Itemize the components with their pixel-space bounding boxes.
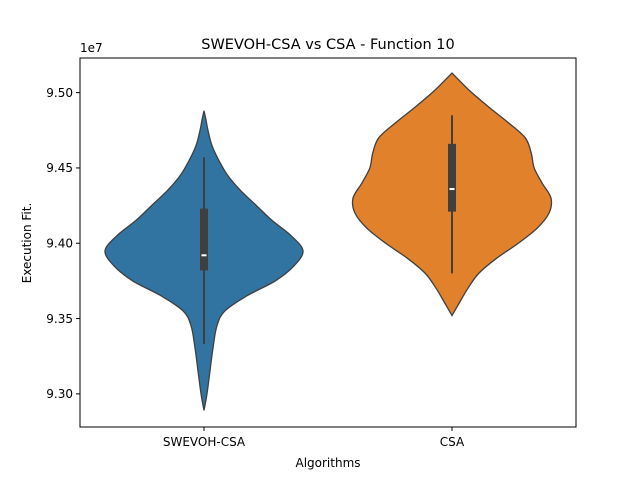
y-tick-label: 9.45: [46, 161, 73, 175]
y-axis-label: Execution Fit.: [20, 203, 34, 284]
y-tick-label: 9.30: [46, 387, 73, 401]
x-axis-label: Algorithms: [295, 456, 360, 470]
chart-title: SWEVOH-CSA vs CSA - Function 10: [201, 37, 455, 53]
y-tick-label: 9.35: [46, 312, 73, 326]
x-tick-label: SWEVOH-CSA: [163, 435, 246, 449]
plot-frame: [79, 57, 577, 428]
violin-iqr-box: [448, 143, 456, 212]
x-tick-label: CSA: [440, 435, 465, 449]
violin-swevoh-csa: [104, 110, 304, 411]
x-axis: SWEVOH-CSA CSA: [163, 427, 465, 449]
y-axis: 9.30 9.35 9.40 9.45 9.50: [46, 86, 80, 401]
y-tick-label: 9.50: [46, 86, 73, 100]
violin-csa: [351, 72, 553, 317]
violin-iqr-box: [200, 208, 208, 271]
violins-layer: [104, 72, 553, 411]
y-axis-offset-label: 1e7: [80, 41, 103, 55]
y-tick-label: 9.40: [46, 236, 73, 250]
